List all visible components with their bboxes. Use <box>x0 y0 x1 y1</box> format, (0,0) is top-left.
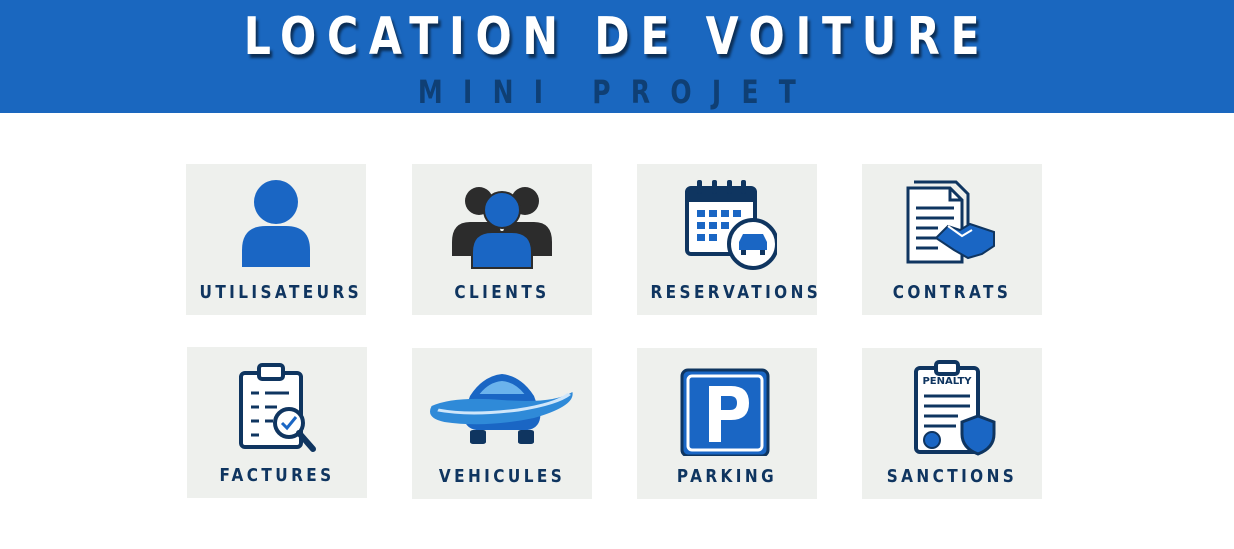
tile-contrats[interactable]: CONTRATS <box>862 164 1042 315</box>
tile-utilisateurs[interactable]: UTILISATEURS <box>186 164 366 315</box>
tile-reservations[interactable]: RESERVATIONS <box>637 164 822 315</box>
tile-label: FACTURES <box>219 465 335 486</box>
tile-label: CONTRATS <box>892 282 1012 303</box>
tile-label: UTILISATEURS <box>199 282 363 303</box>
contract-handshake-icon <box>906 180 995 264</box>
users-group-icon <box>452 187 552 269</box>
calendar-car-icon <box>685 180 777 270</box>
tile-label: CLIENTS <box>454 282 550 303</box>
penalty-text: PENALTY <box>922 376 972 387</box>
tile-vehicules[interactable]: VEHICULES <box>412 348 592 499</box>
parking-icon <box>680 368 770 456</box>
user-icon <box>242 180 310 267</box>
app-subtitle: MINI PROJET <box>417 73 817 111</box>
tile-parking[interactable]: PARKING <box>637 348 817 499</box>
tile-label: SANCTIONS <box>886 466 1018 487</box>
tile-clients[interactable]: CLIENTS <box>412 164 592 315</box>
tile-label: RESERVATIONS <box>650 282 822 303</box>
penalty-shield-icon: PENALTY <box>914 360 996 456</box>
invoice-clipboard-icon <box>239 363 316 452</box>
tile-label: VEHICULES <box>438 466 566 487</box>
app-title: LOCATION DE VOITURE <box>243 7 991 67</box>
car-icon <box>430 374 573 444</box>
tile-label: PARKING <box>676 466 778 487</box>
tile-sanctions[interactable]: PENALTY SANCTIONS <box>862 348 1042 499</box>
tile-factures[interactable]: FACTURES <box>187 347 367 498</box>
header-banner: LOCATION DE VOITURE MINI PROJET <box>0 0 1234 113</box>
